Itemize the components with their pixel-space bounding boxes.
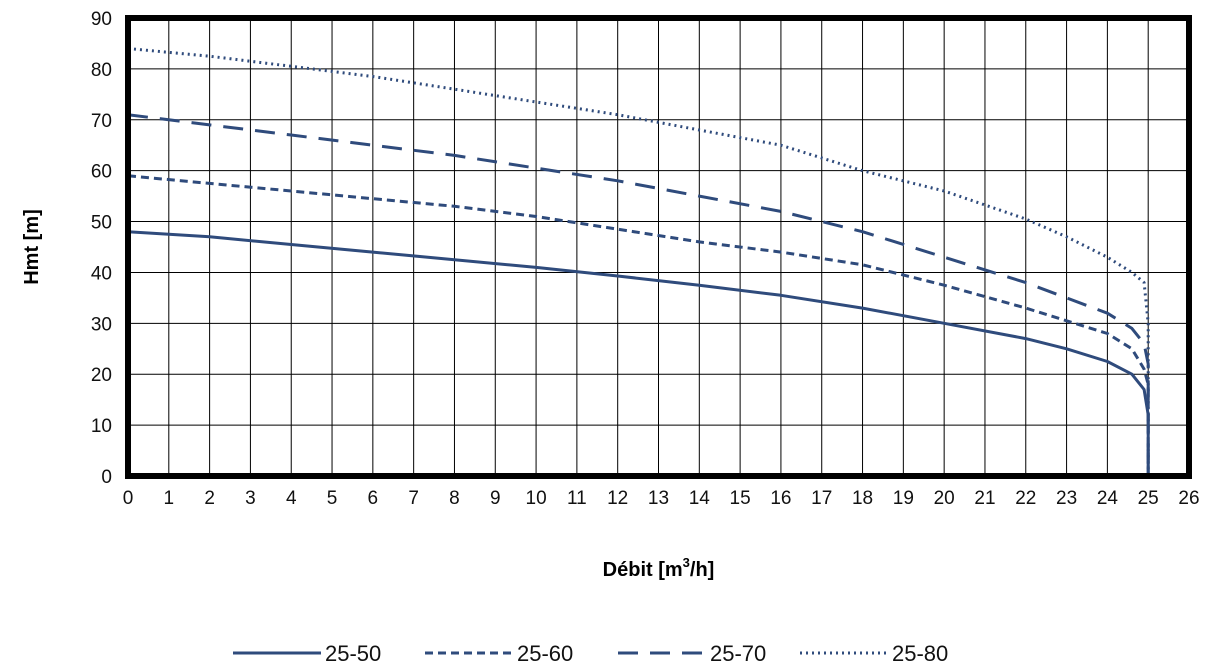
x-tick-label: 11 <box>567 488 587 509</box>
y-tick-label: 20 <box>91 365 112 386</box>
series-line-25-50 <box>127 230 1150 476</box>
x-tick-label: 18 <box>852 488 873 509</box>
y-tick-label: 0 <box>101 467 112 488</box>
y-tick-label: 60 <box>91 162 112 183</box>
x-tick-label: 1 <box>164 488 175 509</box>
x-tick-label: 10 <box>526 488 547 509</box>
x-axis-title: Débit [m3/h] <box>603 555 715 581</box>
y-tick-label: 70 <box>91 111 112 132</box>
series-lines <box>127 47 1150 476</box>
x-tick-label: 23 <box>1056 488 1077 509</box>
x-tick-label: 5 <box>327 488 338 509</box>
x-tick-label: 17 <box>811 488 832 509</box>
y-tick-label: 10 <box>91 416 112 437</box>
x-tick-label: 3 <box>245 488 256 509</box>
series-line-25-70 <box>127 113 1150 476</box>
x-tick-label: 12 <box>607 488 628 509</box>
x-tick-label: 9 <box>490 488 501 509</box>
x-tick-label: 20 <box>934 488 955 509</box>
legend-label-25-70: 25-70 <box>710 641 766 666</box>
x-axis-title-tail: /h] <box>690 559 714 581</box>
x-tick-label: 25 <box>1138 488 1159 509</box>
y-tick-labels: 0 10 20 30 40 50 60 70 80 90 <box>91 9 112 488</box>
plot-frame <box>125 15 1192 479</box>
y-axis-title: Hmt [m] <box>21 209 43 285</box>
legend: 25-50 25-60 25-70 25-80 <box>233 641 948 666</box>
x-tick-label: 16 <box>770 488 791 509</box>
x-tick-label: 8 <box>449 488 460 509</box>
x-tick-label: 24 <box>1097 488 1119 509</box>
x-axis-title-main: Débit [m <box>603 559 683 581</box>
series-line-25-80 <box>127 47 1150 476</box>
x-tick-label: 4 <box>286 488 297 509</box>
x-tick-label: 7 <box>408 488 419 509</box>
x-tick-label: 21 <box>974 488 995 509</box>
y-tick-label: 80 <box>91 60 112 81</box>
legend-label-25-80: 25-80 <box>892 641 948 666</box>
y-tick-label: 40 <box>91 263 112 284</box>
x-tick-label: 6 <box>368 488 379 509</box>
x-tick-labels: 0 1 2 3 4 5 6 7 8 9 10 11 12 13 14 15 16 17 18 19 20 21 22 23 24… <box>123 488 1200 509</box>
y-tick-label: 30 <box>91 314 112 335</box>
legend-label-25-50: 25-50 <box>325 641 381 666</box>
x-tick-label: 14 <box>689 488 711 509</box>
x-tick-label: 2 <box>204 488 215 509</box>
legend-label-25-60: 25-60 <box>517 641 573 666</box>
x-tick-label: 26 <box>1178 488 1199 509</box>
y-tick-label: 50 <box>91 213 112 234</box>
x-tick-label: 19 <box>893 488 914 509</box>
series-line-25-60 <box>127 174 1150 476</box>
x-tick-label: 0 <box>123 488 134 509</box>
x-tick-label: 22 <box>1015 488 1036 509</box>
x-tick-label: 13 <box>648 488 669 509</box>
x-tick-label: 15 <box>730 488 751 509</box>
x-axis-title-sup: 3 <box>683 555 690 570</box>
y-tick-label: 90 <box>91 9 112 30</box>
grid-lines <box>127 17 1190 477</box>
